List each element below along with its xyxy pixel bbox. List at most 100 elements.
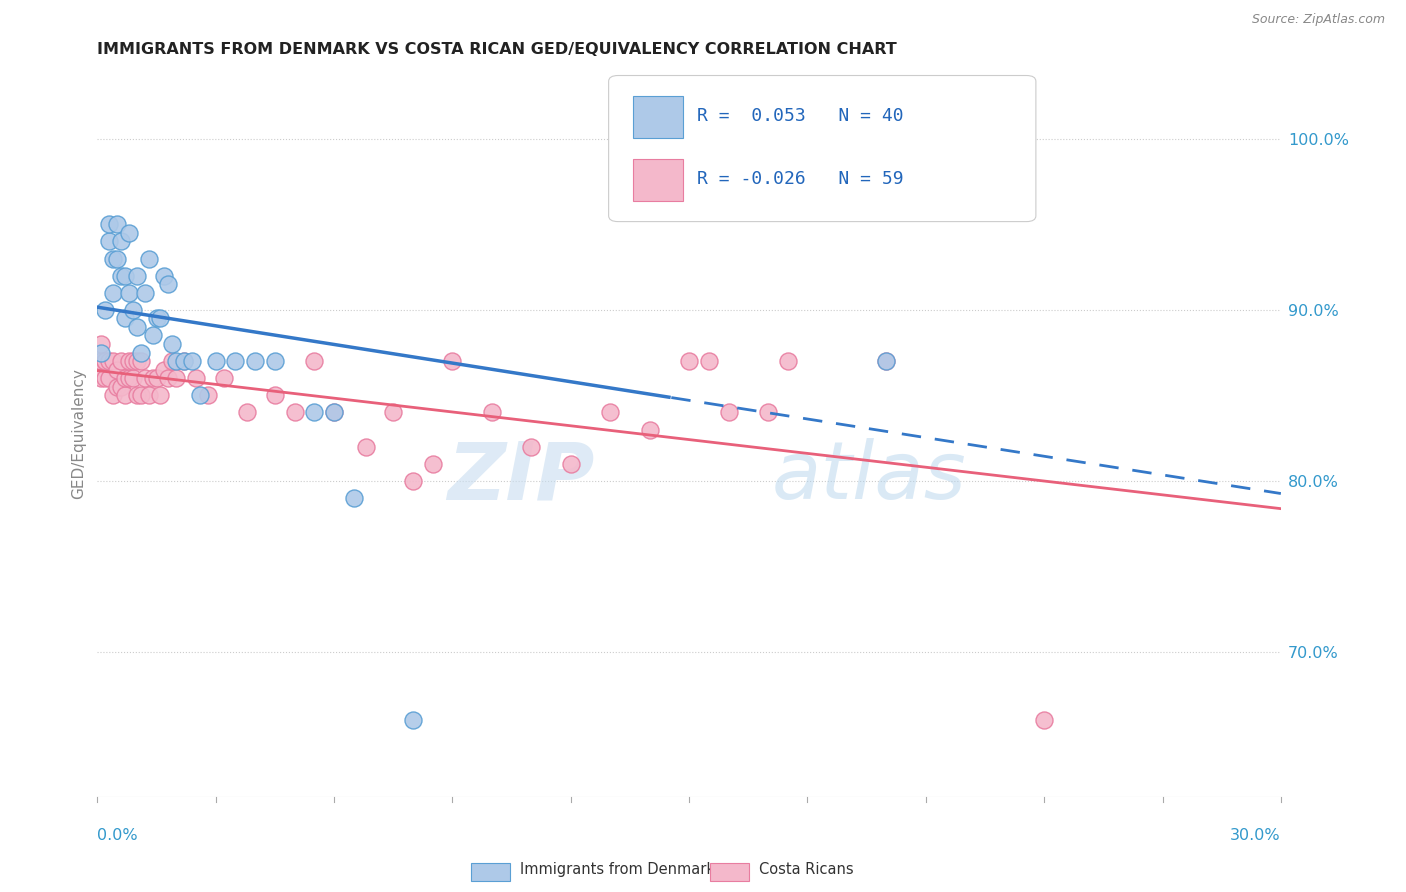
Point: [145, 311, 167, 326]
Point: [134, 285, 156, 300]
Point: [118, 285, 141, 300]
Point: [142, 328, 165, 343]
Point: [118, 226, 141, 240]
Point: [422, 457, 444, 471]
Point: [157, 277, 180, 292]
Point: [134, 371, 156, 385]
Point: [114, 388, 136, 402]
Point: [162, 354, 184, 368]
Point: [188, 388, 211, 402]
Point: [382, 405, 405, 419]
Point: [90, 371, 112, 385]
Point: [236, 405, 259, 419]
Point: [756, 405, 779, 419]
Point: [129, 354, 152, 368]
Point: [125, 268, 148, 283]
Point: [101, 388, 124, 402]
Point: [105, 218, 128, 232]
Point: [402, 474, 425, 488]
Point: [121, 371, 143, 385]
Point: [197, 388, 219, 402]
Point: [354, 440, 377, 454]
Point: [110, 235, 132, 249]
Point: [678, 354, 700, 368]
Point: [142, 371, 165, 385]
Point: [110, 354, 132, 368]
Point: [94, 354, 117, 368]
Text: R = -0.026   N = 59: R = -0.026 N = 59: [697, 170, 904, 188]
Point: [145, 371, 167, 385]
Point: [110, 380, 132, 394]
Point: [402, 713, 425, 727]
Text: R =  0.053   N = 40: R = 0.053 N = 40: [697, 107, 904, 125]
Text: ZIP: ZIP: [447, 439, 595, 516]
Point: [118, 354, 141, 368]
Point: [101, 252, 124, 266]
Point: [98, 218, 121, 232]
Point: [875, 354, 897, 368]
Point: [90, 354, 112, 368]
Point: [138, 252, 160, 266]
Point: [165, 371, 187, 385]
Point: [101, 285, 124, 300]
Point: [105, 362, 128, 376]
Text: atlas: atlas: [772, 439, 967, 516]
Point: [264, 388, 287, 402]
Point: [658, 132, 681, 146]
Text: IMMIGRANTS FROM DENMARK VS COSTA RICAN GED/EQUIVALENCY CORRELATION CHART: IMMIGRANTS FROM DENMARK VS COSTA RICAN G…: [97, 42, 897, 57]
Point: [98, 354, 121, 368]
Point: [181, 354, 204, 368]
Point: [153, 362, 176, 376]
Point: [697, 354, 720, 368]
Point: [114, 268, 136, 283]
Text: 0.0%: 0.0%: [97, 828, 138, 843]
Text: Source: ZipAtlas.com: Source: ZipAtlas.com: [1251, 13, 1385, 27]
Point: [323, 405, 346, 419]
Point: [90, 337, 112, 351]
Point: [114, 311, 136, 326]
Point: [94, 302, 117, 317]
Point: [149, 388, 172, 402]
Point: [875, 354, 897, 368]
Point: [717, 405, 740, 419]
Point: [441, 354, 464, 368]
Point: [165, 354, 187, 368]
Point: [105, 252, 128, 266]
Point: [125, 354, 148, 368]
Point: [343, 491, 366, 505]
Point: [1033, 713, 1056, 727]
Point: [560, 457, 582, 471]
Point: [101, 354, 124, 368]
Point: [776, 354, 799, 368]
Point: [94, 354, 117, 368]
Point: [173, 354, 195, 368]
Point: [323, 405, 346, 419]
Text: Costa Ricans: Costa Ricans: [759, 863, 853, 877]
Point: [121, 302, 143, 317]
Point: [212, 371, 235, 385]
Point: [153, 268, 176, 283]
Point: [114, 371, 136, 385]
Point: [481, 405, 503, 419]
Point: [224, 354, 246, 368]
Point: [138, 388, 160, 402]
Point: [157, 371, 180, 385]
Point: [110, 268, 132, 283]
Text: 30.0%: 30.0%: [1230, 828, 1281, 843]
Point: [184, 371, 207, 385]
Point: [125, 320, 148, 334]
Point: [599, 405, 621, 419]
Text: Immigrants from Denmark: Immigrants from Denmark: [520, 863, 716, 877]
FancyBboxPatch shape: [634, 95, 683, 138]
Point: [98, 371, 121, 385]
FancyBboxPatch shape: [634, 159, 683, 202]
Point: [243, 354, 266, 368]
Point: [90, 345, 112, 359]
Point: [520, 440, 543, 454]
FancyBboxPatch shape: [609, 76, 1036, 221]
Y-axis label: GED/Equivalency: GED/Equivalency: [72, 368, 86, 500]
Point: [173, 354, 195, 368]
Point: [94, 371, 117, 385]
Point: [304, 405, 326, 419]
Point: [105, 380, 128, 394]
